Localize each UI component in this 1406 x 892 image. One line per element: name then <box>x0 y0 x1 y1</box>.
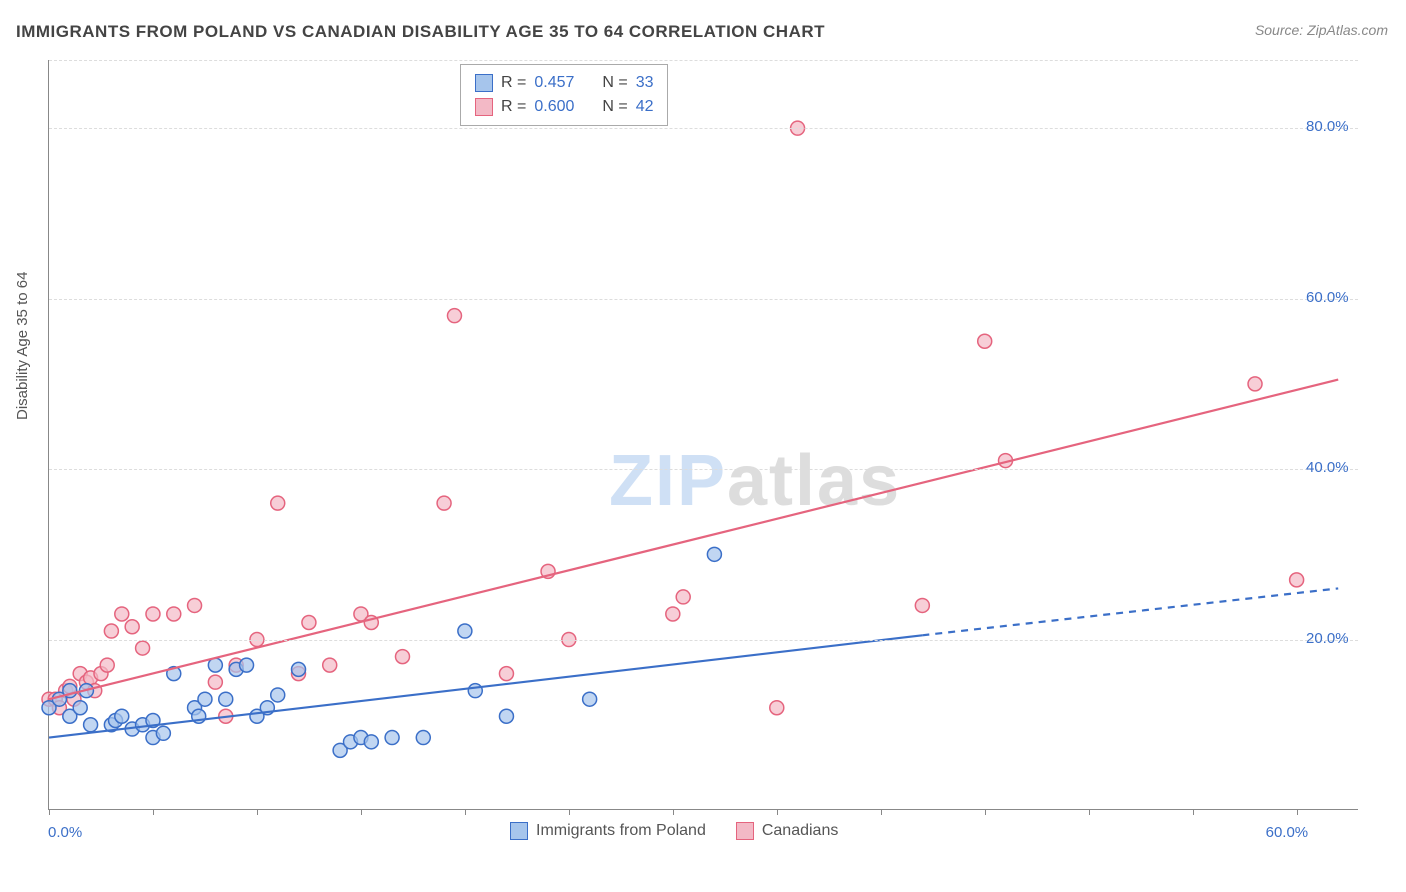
x-tick <box>153 809 154 815</box>
grid-line <box>49 299 1358 300</box>
trend-poland-solid <box>49 635 922 737</box>
canadians-point <box>770 701 784 715</box>
x-tick <box>1297 809 1298 815</box>
plot-area: ZIPatlas <box>48 60 1358 810</box>
canadians-point <box>188 598 202 612</box>
y-tick-label: 40.0% <box>1306 459 1349 476</box>
canadians-point <box>676 590 690 604</box>
r-value: 0.457 <box>534 71 594 95</box>
x-tick <box>49 809 50 815</box>
chart-svg <box>49 60 1358 809</box>
y-tick-label: 60.0% <box>1306 289 1349 306</box>
grid-line <box>49 128 1358 129</box>
legend-swatch-icon <box>475 98 493 116</box>
canadians-point <box>302 616 316 630</box>
trend-poland-dash <box>922 588 1338 635</box>
x-tick-label: 60.0% <box>1266 824 1309 841</box>
source-label: Source: ZipAtlas.com <box>1255 22 1388 38</box>
poland-point <box>468 684 482 698</box>
poland-point <box>416 731 430 745</box>
y-tick-label: 80.0% <box>1306 118 1349 135</box>
grid-line <box>49 640 1358 641</box>
trend-canadians <box>49 380 1338 700</box>
poland-point <box>115 709 129 723</box>
x-tick <box>1089 809 1090 815</box>
poland-point <box>73 701 87 715</box>
legend-label: Canadians <box>762 822 839 840</box>
canadians-point <box>1248 377 1262 391</box>
x-tick <box>777 809 778 815</box>
legend-item: Immigrants from Poland <box>510 822 706 840</box>
legend-swatch-icon <box>510 822 528 840</box>
canadians-point <box>104 624 118 638</box>
poland-point <box>385 731 399 745</box>
poland-point <box>198 692 212 706</box>
x-tick <box>985 809 986 815</box>
x-tick <box>465 809 466 815</box>
canadians-point <box>136 641 150 655</box>
legend-row: R = 0.457 N = 33 <box>475 71 653 95</box>
grid-line <box>49 60 1358 61</box>
grid-line <box>49 469 1358 470</box>
x-tick-label: 0.0% <box>48 824 82 841</box>
canadians-point <box>666 607 680 621</box>
canadians-point <box>499 667 513 681</box>
poland-point <box>84 718 98 732</box>
canadians-point <box>978 334 992 348</box>
x-tick <box>257 809 258 815</box>
canadians-point <box>437 496 451 510</box>
y-axis-label: Disability Age 35 to 64 <box>14 272 31 420</box>
poland-point <box>583 692 597 706</box>
y-tick-label: 20.0% <box>1306 630 1349 647</box>
poland-point <box>240 658 254 672</box>
poland-point <box>156 726 170 740</box>
canadians-point <box>125 620 139 634</box>
legend-swatch-icon <box>736 822 754 840</box>
poland-point <box>219 692 233 706</box>
canadians-point <box>146 607 160 621</box>
canadians-point <box>271 496 285 510</box>
poland-point <box>458 624 472 638</box>
canadians-point <box>1290 573 1304 587</box>
canadians-point <box>115 607 129 621</box>
canadians-point <box>915 598 929 612</box>
r-label: R = <box>501 95 526 119</box>
canadians-point <box>323 658 337 672</box>
legend-series: Immigrants from Poland Canadians <box>510 822 838 840</box>
x-tick <box>881 809 882 815</box>
x-tick <box>569 809 570 815</box>
canadians-point <box>100 658 114 672</box>
x-tick <box>673 809 674 815</box>
canadians-point <box>395 650 409 664</box>
x-tick <box>361 809 362 815</box>
x-tick <box>1193 809 1194 815</box>
n-value: 42 <box>636 95 654 119</box>
n-label: N = <box>602 71 627 95</box>
canadians-point <box>167 607 181 621</box>
poland-point <box>707 547 721 561</box>
poland-point <box>271 688 285 702</box>
legend-item: Canadians <box>736 822 839 840</box>
chart-title: IMMIGRANTS FROM POLAND VS CANADIAN DISAB… <box>16 22 825 42</box>
n-value: 33 <box>636 71 654 95</box>
canadians-point <box>447 309 461 323</box>
legend-row: R = 0.600 N = 42 <box>475 95 653 119</box>
canadians-point <box>208 675 222 689</box>
poland-point <box>364 735 378 749</box>
r-value: 0.600 <box>534 95 594 119</box>
legend-correlation: R = 0.457 N = 33 R = 0.600 N = 42 <box>460 64 668 126</box>
poland-point <box>292 662 306 676</box>
n-label: N = <box>602 95 627 119</box>
legend-label: Immigrants from Poland <box>536 822 706 840</box>
poland-point <box>499 709 513 723</box>
legend-swatch-icon <box>475 74 493 92</box>
r-label: R = <box>501 71 526 95</box>
